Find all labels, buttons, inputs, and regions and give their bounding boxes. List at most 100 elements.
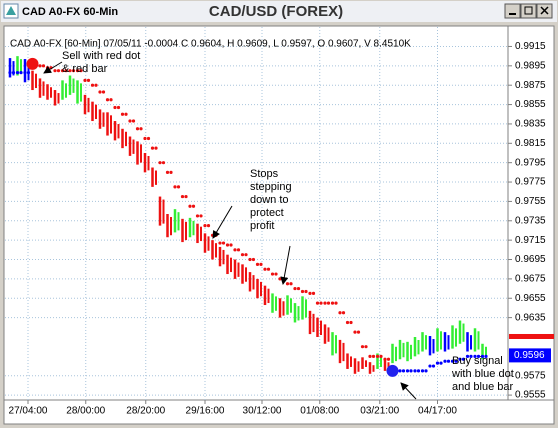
- y-tick-label: 0.9775: [515, 177, 546, 188]
- stop-dot: [94, 83, 98, 87]
- annotation: profit: [250, 220, 274, 232]
- info-line: CAD A0-FX [60-Min] 07/05/11 -0.0004 C 0.…: [10, 39, 411, 50]
- stop-dot: [278, 277, 282, 281]
- stop-dot: [161, 161, 166, 165]
- stop-dot: [371, 354, 376, 358]
- stop-dot: [53, 69, 57, 73]
- stop-dot: [461, 357, 466, 361]
- x-tick-label: 27/04:00: [9, 406, 48, 417]
- stop-dot: [75, 69, 80, 73]
- stop-dot: [420, 369, 425, 373]
- stop-dot: [90, 83, 95, 87]
- stop-dot: [165, 170, 170, 174]
- stop-dot: [71, 69, 76, 73]
- stop-dot: [169, 170, 173, 174]
- y-tick-label: 0.9835: [515, 119, 546, 130]
- stop-dot: [184, 194, 188, 199]
- stop-dot: [480, 354, 485, 358]
- stop-dot: [60, 69, 65, 73]
- annotation: Buy signal: [452, 355, 503, 367]
- stop-dot: [368, 354, 372, 358]
- stop-dot: [413, 369, 417, 373]
- stop-dot: [26, 71, 31, 75]
- stop-dot: [173, 185, 177, 189]
- y-tick-label: 0.9895: [515, 60, 546, 71]
- stop-dot: [221, 241, 226, 245]
- stop-dot: [476, 354, 481, 358]
- stop-dot: [19, 71, 23, 75]
- y-tick-label: 0.9855: [515, 99, 546, 110]
- stop-dot: [364, 345, 368, 349]
- stop-dot: [176, 185, 181, 189]
- window-title: CAD A0-FX 60-Min: [22, 6, 118, 18]
- stop-dot: [203, 224, 207, 228]
- arrows: [43, 61, 417, 400]
- stop-dot: [139, 127, 143, 131]
- stop-dot: [263, 267, 267, 271]
- stop-dot: [259, 262, 263, 266]
- stop-dot: [409, 369, 413, 373]
- chart-panel: [3, 25, 555, 425]
- x-tick-label: 03/21:00: [360, 406, 399, 417]
- signal-dot: [26, 57, 39, 70]
- stop-dot: [356, 330, 361, 334]
- stop-dot: [375, 354, 380, 358]
- stop-dot: [199, 214, 203, 218]
- stop-dot: [120, 112, 125, 116]
- stop-dot: [345, 320, 350, 325]
- annotation: stepping: [250, 181, 292, 193]
- x-tick-label: 30/12:00: [243, 406, 282, 417]
- stop-dot: [405, 369, 410, 373]
- stop-dot: [300, 289, 305, 294]
- stop-dot: [450, 359, 455, 363]
- stop-dot: [79, 69, 83, 73]
- stop-dot: [386, 357, 391, 361]
- y-tick-label: 0.9575: [515, 370, 546, 381]
- stop-dot: [150, 146, 155, 150]
- y-tick-label: 0.9815: [515, 138, 546, 149]
- x-tick-label: 29/16:00: [186, 406, 225, 417]
- stop-dot: [398, 369, 402, 373]
- stop-dot: [443, 359, 447, 363]
- stop-dot: [465, 354, 470, 358]
- stop-dot: [143, 136, 147, 141]
- maximize-button[interactable]: [520, 3, 537, 19]
- icon-glyph: [6, 6, 16, 15]
- annotation: and blue bar: [452, 381, 513, 393]
- x-tick-label: 04/17:00: [418, 406, 457, 417]
- window-buttons[interactable]: [504, 3, 553, 19]
- stop-dot: [311, 291, 316, 296]
- stop-dot: [158, 161, 162, 165]
- minimize-button[interactable]: [504, 3, 521, 19]
- stop-dot: [98, 90, 102, 94]
- stop-dot: [349, 320, 353, 325]
- stop-dot: [229, 243, 233, 247]
- stop-dot: [116, 105, 121, 110]
- stop-dot: [285, 282, 290, 286]
- stop-dot: [439, 361, 443, 365]
- stop-dot: [401, 369, 406, 373]
- plot: 0.9915 0.9895 0.9875 0.9855 0.9835 0.9815 0.97…: [5, 27, 554, 417]
- annotation: Stops: [250, 168, 279, 180]
- stop-dot: [64, 69, 68, 73]
- annotation: down to: [250, 194, 289, 206]
- stop-dot: [15, 71, 20, 75]
- stop-dot: [124, 112, 128, 116]
- last-price-label: 0.9596: [514, 350, 545, 361]
- x-tick-label: 01/08:00: [300, 406, 339, 417]
- stop-dot: [323, 301, 327, 305]
- stop-dot: [454, 359, 458, 363]
- stop-dot: [446, 359, 451, 363]
- stop-dot: [435, 361, 440, 365]
- title-bar: [1, 1, 557, 22]
- y-tick-label: 0.9655: [515, 293, 546, 304]
- stop-dot: [338, 311, 342, 315]
- stop-dot: [83, 78, 87, 82]
- stop-dot: [38, 64, 42, 68]
- stop-dot: [188, 204, 192, 208]
- y-tick-label: 0.9715: [515, 235, 546, 246]
- stop-dot: [270, 272, 275, 276]
- stop-dot: [428, 364, 432, 368]
- stop-dot: [334, 301, 338, 305]
